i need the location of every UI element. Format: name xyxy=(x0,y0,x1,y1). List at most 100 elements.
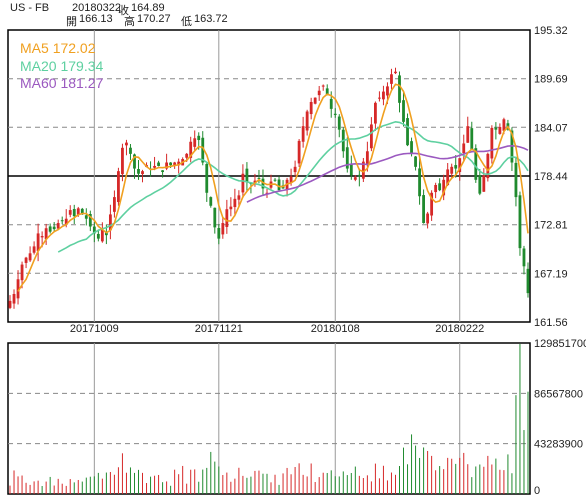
candle-body xyxy=(153,165,156,168)
candle-body xyxy=(462,143,466,154)
candle-body xyxy=(494,127,498,130)
candle-body xyxy=(92,226,96,234)
candle-body xyxy=(301,126,305,142)
legend-ma5-name: MA5 xyxy=(20,40,49,56)
candle-body xyxy=(169,162,173,166)
date-tick-label: 20180108 xyxy=(311,323,360,335)
price-tick-label: 189.69 xyxy=(534,74,568,86)
candle-body xyxy=(386,86,389,96)
candle-body xyxy=(16,279,20,299)
candle-body xyxy=(117,171,120,203)
candle-body xyxy=(438,183,442,191)
ma20-line xyxy=(57,120,529,253)
candle-body xyxy=(165,162,169,169)
price-tick-label: 161.56 xyxy=(534,317,568,329)
close-label: 收 xyxy=(118,5,129,17)
volume-tick-label: 43283900 xyxy=(534,439,583,451)
candle-body xyxy=(442,179,446,196)
candle-body xyxy=(185,153,189,158)
legend-ma5: MA5 172.02 xyxy=(20,40,96,56)
legend-ma5-value: 172.02 xyxy=(52,40,96,56)
low-label: 低 xyxy=(181,16,192,28)
high-label: 高 xyxy=(124,16,135,28)
candle-body xyxy=(245,168,249,183)
candle-body xyxy=(277,179,281,191)
volume-tick-label: 129851700 xyxy=(534,338,586,350)
candle-body xyxy=(32,246,36,253)
candle-body xyxy=(514,162,518,198)
candle-body xyxy=(193,138,197,147)
legend-ma60-name: MA60 xyxy=(20,75,57,91)
candle-body xyxy=(422,195,425,224)
candle-body xyxy=(374,102,377,124)
candle-body xyxy=(56,223,60,229)
legend-ma60-value: 181.27 xyxy=(60,75,104,91)
legend-ma20: MA20 179.34 xyxy=(20,58,103,74)
candle-body xyxy=(357,174,361,177)
candle-body xyxy=(12,293,16,304)
candle-body xyxy=(48,226,52,232)
candle-body xyxy=(133,154,136,169)
candle-body xyxy=(265,192,269,194)
candle-body xyxy=(261,178,265,189)
candle-body xyxy=(313,97,317,104)
candle-body xyxy=(349,163,353,176)
candle-body xyxy=(382,91,385,100)
candle-body xyxy=(490,127,494,159)
candle-body xyxy=(209,197,213,206)
candle-body xyxy=(68,210,72,215)
candle-body xyxy=(233,198,237,208)
candle-body xyxy=(241,173,245,193)
candle-body xyxy=(189,141,193,158)
volume-tick-label: 0 xyxy=(534,485,540,497)
candle-body xyxy=(141,171,144,175)
candle-body xyxy=(474,148,478,180)
candle-body xyxy=(161,170,164,173)
high-value: 170.27 xyxy=(137,13,171,25)
candle-body xyxy=(60,220,64,222)
candle-body xyxy=(414,156,417,167)
candle-body xyxy=(40,236,44,238)
candle-body xyxy=(289,176,293,183)
candle-body xyxy=(430,192,434,216)
candle-body xyxy=(329,98,333,109)
candle-body xyxy=(213,207,217,228)
candle-body xyxy=(20,264,24,281)
candle-body xyxy=(333,113,337,115)
price-tick-label: 195.32 xyxy=(534,25,568,37)
candle-body xyxy=(482,175,486,192)
candle-body xyxy=(369,124,373,149)
close-value: 164.89 xyxy=(131,2,165,14)
candle-body xyxy=(454,165,458,169)
candle-body xyxy=(137,169,140,174)
candle-body xyxy=(305,111,309,131)
candle-body xyxy=(325,88,329,96)
legend-ma20-value: 179.34 xyxy=(60,58,104,74)
candle-body xyxy=(28,253,32,261)
price-tick-label: 184.07 xyxy=(534,122,568,134)
candle-body xyxy=(410,141,413,154)
candle-body xyxy=(52,226,56,230)
candle-body xyxy=(225,209,229,227)
candle-body xyxy=(434,184,438,193)
candle-body xyxy=(458,158,462,173)
candle-body xyxy=(273,179,277,181)
volume-panel: 129851700 86567800 43283900 0 xyxy=(7,338,586,497)
candle-body xyxy=(217,228,221,239)
candle-body xyxy=(121,147,124,175)
volume-frame xyxy=(7,342,531,495)
volume-tick-label: 86567800 xyxy=(534,388,583,400)
candle-body xyxy=(498,127,502,134)
candle-body xyxy=(470,128,474,150)
low-value: 163.72 xyxy=(194,13,228,25)
price-panel: 195.32 189.69 184.07 178.44 172.81 167.19 161.… xyxy=(7,25,568,335)
candle-body xyxy=(72,209,76,217)
candle-body xyxy=(157,162,160,166)
candle-body xyxy=(378,97,381,99)
candle-body xyxy=(317,90,321,96)
candle-body xyxy=(76,208,80,215)
date-tick-label: 20171121 xyxy=(195,323,243,335)
candle-body xyxy=(345,147,349,169)
candle-body xyxy=(205,163,209,193)
